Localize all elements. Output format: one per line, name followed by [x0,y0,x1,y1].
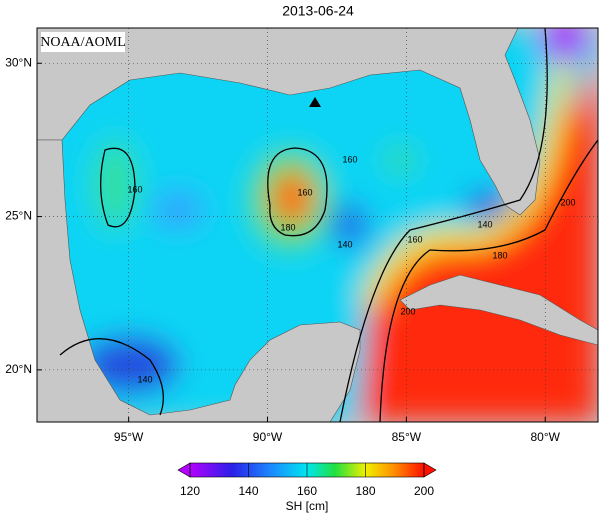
lon-tick-label: 90°W [253,430,283,444]
contour-label: 160 [297,187,312,197]
contour-label: 180 [280,222,295,232]
lon-tick-label: 80°W [530,430,560,444]
contour-label: 180 [492,250,507,260]
contour-label: 140 [477,219,492,229]
contour-label: 140 [337,239,352,249]
contour-label: 140 [137,374,152,384]
lon-tick-label: 95°W [114,430,144,444]
colorbar-label: SH [cm] [286,499,329,513]
colorbar-tick-label: 180 [355,484,375,498]
credit: NOAA/AOML [40,35,126,50]
sea-height-field: 160 160 160 160 180 180 140 140 140 200 200 [37,28,598,422]
lat-tick-label: 30°N [5,55,32,69]
colorbar-tick-label: 140 [238,484,258,498]
colorbar-tick-label: 160 [297,484,317,498]
contour-label: 160 [127,184,142,194]
colorbar-tick-label: 200 [414,484,434,498]
credit-box [41,32,125,52]
contour-label: 160 [407,234,422,244]
contour-label: 160 [342,154,357,164]
contour-label: 200 [400,306,415,316]
lon-tick-label: 85°W [392,430,422,444]
contour-label: 200 [560,197,575,207]
colorbar-tick-label: 120 [180,484,200,498]
lat-tick-label: 25°N [5,209,32,223]
map-frame [36,27,599,423]
title: 2013-06-24 [282,3,354,19]
lat-tick-label: 20°N [5,362,32,376]
